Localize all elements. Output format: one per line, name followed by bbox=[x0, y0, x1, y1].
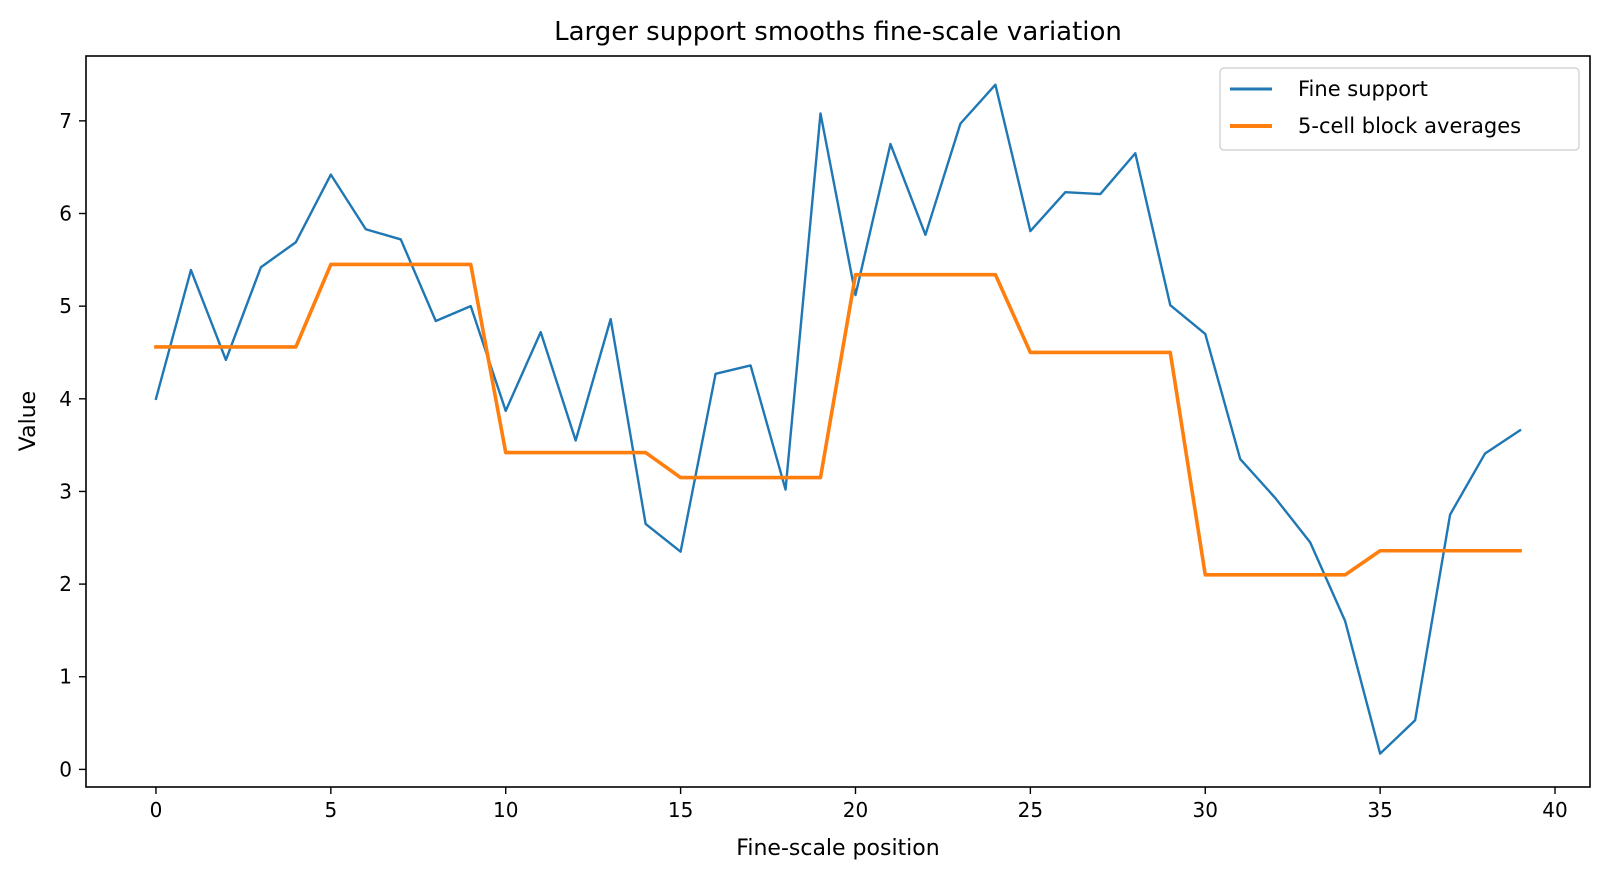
legend-label-block-averages: 5-cell block averages bbox=[1298, 114, 1521, 138]
x-tick-label-5: 5 bbox=[324, 798, 337, 822]
x-tick-label-40: 40 bbox=[1542, 798, 1567, 822]
block-averages-line bbox=[154, 262, 1522, 577]
x-tick-label-15: 15 bbox=[668, 798, 693, 822]
y-tick-label-7: 7 bbox=[59, 109, 72, 133]
plot-area-frame bbox=[85, 55, 1591, 788]
y-tick-label-4: 4 bbox=[59, 387, 72, 411]
x-tick-label-20: 20 bbox=[843, 798, 868, 822]
y-tick-label-5: 5 bbox=[59, 294, 72, 318]
x-tick-label-10: 10 bbox=[493, 798, 518, 822]
x-tick-label-30: 30 bbox=[1193, 798, 1218, 822]
legend-frame bbox=[1219, 67, 1580, 151]
series-layer bbox=[154, 83, 1522, 755]
x-tick-label-35: 35 bbox=[1367, 798, 1392, 822]
y-tick-label-3: 3 bbox=[59, 479, 72, 503]
fine-support-line bbox=[154, 83, 1522, 755]
x-tick-label-25: 25 bbox=[1018, 798, 1043, 822]
y-axis-ticks: 0 1 2 3 4 5 6 7 bbox=[59, 109, 86, 781]
y-tick-label-2: 2 bbox=[59, 572, 72, 596]
y-tick-label-1: 1 bbox=[59, 665, 72, 689]
legend: Fine support 5-cell block averages bbox=[1219, 67, 1580, 151]
legend-label-fine-support: Fine support bbox=[1298, 77, 1428, 101]
x-tick-label-0: 0 bbox=[150, 798, 163, 822]
chart-title: Larger support smooths fine-scale variat… bbox=[554, 17, 1122, 47]
x-axis-ticks: 0 5 10 15 20 25 30 35 40 bbox=[150, 787, 1568, 822]
y-axis-label: Value bbox=[16, 391, 41, 451]
y-tick-label-6: 6 bbox=[59, 202, 72, 226]
x-axis-label: Fine-scale position bbox=[736, 836, 939, 861]
y-tick-label-0: 0 bbox=[59, 757, 72, 781]
